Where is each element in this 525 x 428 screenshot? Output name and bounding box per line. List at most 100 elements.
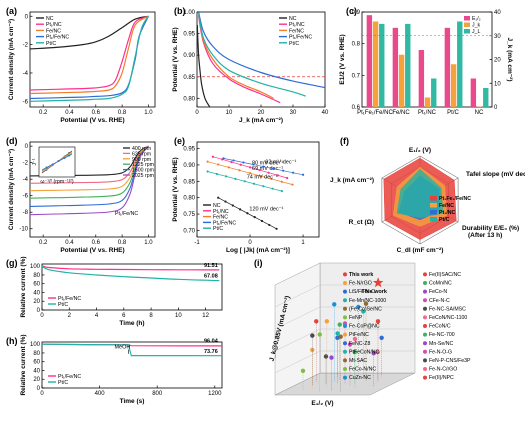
data-point <box>239 163 242 166</box>
legend-swatch <box>423 358 427 363</box>
data-point <box>301 173 305 176</box>
data-point <box>276 174 279 177</box>
inset-point <box>63 157 66 160</box>
data-point <box>268 223 271 227</box>
legend-label: Fe-Mn/NC-1000 <box>349 298 386 304</box>
slope-label: 80 mV dec⁻¹ <box>252 160 283 166</box>
panel-letter: (f) <box>340 136 349 146</box>
legend-label: FeCoN/C <box>429 324 451 330</box>
legend-label: FeCoN/NC-1100 <box>429 315 467 321</box>
plot-frame <box>29 11 156 108</box>
data-point <box>224 200 227 203</box>
legend-label: Pt₁/NC <box>46 22 62 28</box>
data-point <box>280 180 283 183</box>
y-axis-label: Relative current (%) <box>20 256 27 317</box>
scatter-point <box>329 355 334 360</box>
bar <box>379 23 385 107</box>
legend-label: Fe-NC-700 <box>429 332 455 338</box>
legend-label: J_L <box>472 29 480 35</box>
x-tick-label: 2 <box>68 313 72 319</box>
y-tick-label: 60 <box>33 360 40 366</box>
legend-swatch <box>343 324 347 328</box>
legend-swatch <box>423 298 427 303</box>
y-tick-label: 0.75 <box>183 212 195 218</box>
x-axis-label: Potential (V vs. RHE) <box>60 117 124 124</box>
legend-label: FeNP <box>349 315 363 321</box>
series-line <box>198 14 306 97</box>
x-tick-label: 6 <box>122 313 126 319</box>
y-tick-label: 0.85 <box>183 179 195 185</box>
legend-label: 2025 rpm <box>132 173 154 179</box>
end-value-label: 67.08 <box>204 274 218 280</box>
data-point <box>234 177 237 180</box>
inset-point <box>57 160 60 163</box>
x-axis-label: Time (h) <box>119 320 144 327</box>
y-tick-label: 0.9 <box>352 10 361 16</box>
y-tick-label: -6 <box>23 194 29 200</box>
legend-label: Fe/NC <box>289 28 304 34</box>
legend-label: Fe/NC <box>46 28 61 34</box>
inset-y-label: J⁻¹ <box>32 158 38 165</box>
radar-axis-label: E₁/₂ (V) <box>409 147 431 154</box>
bar <box>418 50 425 107</box>
legend-swatch <box>464 22 470 27</box>
x-tick-label: 8 <box>149 313 153 319</box>
y-tick-label: 1.00 <box>183 10 195 16</box>
legend-swatch <box>343 306 347 311</box>
data-point <box>291 183 294 186</box>
legend-swatch <box>423 324 427 328</box>
plot-frame <box>196 141 320 238</box>
bar <box>444 27 451 107</box>
x-tick-label: 0 <box>40 391 44 397</box>
bar <box>372 21 379 107</box>
slope-label: 62 mV dec⁻¹ <box>265 160 296 166</box>
y-tick-label: 0.95 <box>183 32 195 38</box>
slope-label: 120 mV dec⁻¹ <box>249 206 283 212</box>
x-axis-label: Log [ |Jk| (mA cm⁻²)] <box>226 247 290 254</box>
y-tick-label: 40 <box>33 368 40 374</box>
series-line <box>29 15 149 50</box>
inset-point <box>45 166 48 169</box>
end-value-label: 91.51 <box>204 263 218 269</box>
legend-label: Fe-NC-SA/MSC <box>429 306 466 312</box>
legend-swatch <box>423 375 427 380</box>
plot-frame <box>41 263 223 311</box>
x-tick-label: 40 <box>322 110 329 116</box>
y-tick-label: 0 <box>37 308 41 314</box>
legend-label: 900 rpm <box>132 157 151 163</box>
y-tick-label: 0.95 <box>183 147 195 153</box>
x-tick-label: 1.0 <box>144 110 153 116</box>
y-tick-label: 80 <box>33 351 40 357</box>
data-point <box>211 155 215 158</box>
legend-label: NC <box>213 203 221 209</box>
y-tick-label: -4 <box>23 177 29 183</box>
data-point <box>272 167 275 170</box>
y-tick-label: 0.80 <box>183 196 195 202</box>
legend-swatch <box>343 358 347 363</box>
data-point <box>238 169 241 172</box>
scatter-point <box>363 301 369 306</box>
data-point <box>248 172 252 175</box>
data-point <box>282 169 285 172</box>
data-point <box>270 177 273 180</box>
panel-g: 0 2 4 6 8 10 12 0 20 40 60 80 100 91.51 67.08 Pt₁/Fe/NC… <box>6 256 223 327</box>
legend-swatch <box>423 367 427 371</box>
x-tick-label: 0.4 <box>65 110 74 116</box>
y-axis-label: Current density (mA cm⁻²) <box>8 19 15 100</box>
x-axis-label: Potential (V vs. RHE) <box>60 247 124 254</box>
x-tick-label: 0.6 <box>92 110 101 116</box>
y-tick-label: -2 <box>23 43 29 49</box>
legend-label: PtFeCoN/NC <box>349 349 380 355</box>
side-plane <box>274 262 321 396</box>
series-line <box>29 15 149 91</box>
data-point <box>260 219 264 223</box>
x-axis-label: Time (s) <box>120 398 145 405</box>
scatter-point <box>379 335 384 340</box>
legend-label: Fe(II)SAC/NC <box>429 272 461 278</box>
scatter-point <box>352 349 358 355</box>
scatter-point <box>323 354 329 359</box>
legend-swatch <box>343 298 347 303</box>
x-tick-label: 0.2 <box>39 110 48 116</box>
data-point <box>222 157 225 160</box>
y-tick-label: 0.70 <box>183 228 195 234</box>
